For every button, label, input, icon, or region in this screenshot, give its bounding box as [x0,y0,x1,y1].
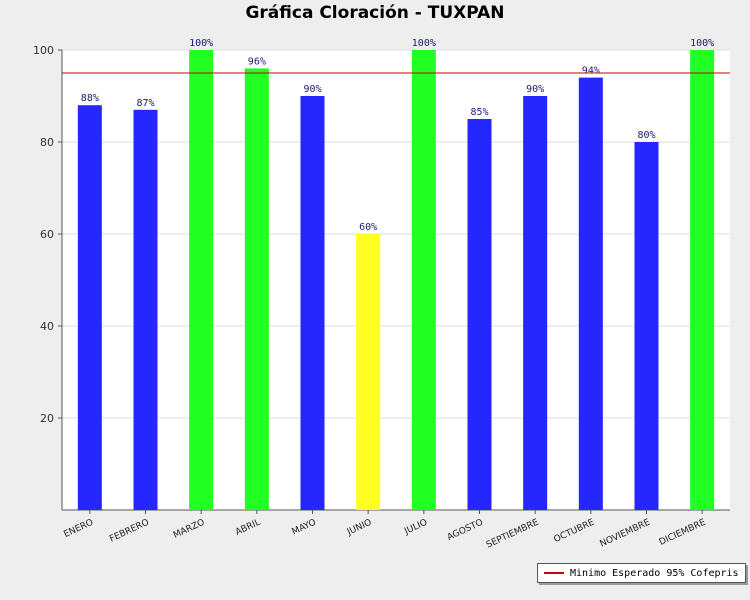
bar [77,105,102,510]
bar [356,234,381,510]
bar [578,77,603,510]
x-tick-label: JULIO [402,518,429,538]
data-label: 100% [412,38,436,49]
y-tick-label: 60 [40,228,54,241]
data-label: 94% [582,66,600,77]
data-label: 85% [470,107,488,118]
x-tick-label: SEPTIEMBRE [485,518,541,551]
x-tick-label: MARZO [172,518,207,541]
y-tick-label: 20 [40,412,54,425]
chart-title: Gráfica Cloración - TUXPAN [245,3,505,23]
bar [189,50,214,510]
data-label: 96% [248,56,266,67]
x-tick-label: DICIEMBRE [658,518,708,548]
legend-label: Minimo Esperado 95% Cofepris [570,567,739,579]
data-label: 80% [637,130,655,141]
y-tick-label: 40 [40,320,54,333]
plot-area [62,50,730,510]
bar [244,68,269,511]
data-label: 90% [303,84,321,95]
y-tick-label: 80 [40,136,54,149]
bar [133,109,158,511]
bar [523,96,548,510]
data-label: 90% [526,84,544,95]
data-label: 100% [690,38,714,49]
x-tick-label: MAYO [291,518,318,538]
x-tick-label: ABRIL [234,518,262,538]
data-label: 87% [136,98,154,109]
x-tick-label: NOVIEMBRE [599,518,652,550]
bar [690,50,715,510]
x-tick-label: OCTUBRE [552,518,596,546]
x-tick-label: ENERO [62,518,95,540]
legend-line-swatch [544,572,564,574]
data-label: 100% [189,38,213,49]
x-tick-label: FEBRERO [108,518,151,545]
x-tick-label: JUNIO [345,518,373,538]
bar [300,96,325,510]
bar [634,142,659,510]
legend: Minimo Esperado 95% Cofepris [537,563,746,583]
bar [411,50,436,510]
x-tick-label: AGOSTO [446,518,485,543]
y-tick-label: 100 [33,44,54,57]
bar [467,119,492,510]
data-label: 60% [359,222,377,233]
data-label: 88% [81,93,99,104]
